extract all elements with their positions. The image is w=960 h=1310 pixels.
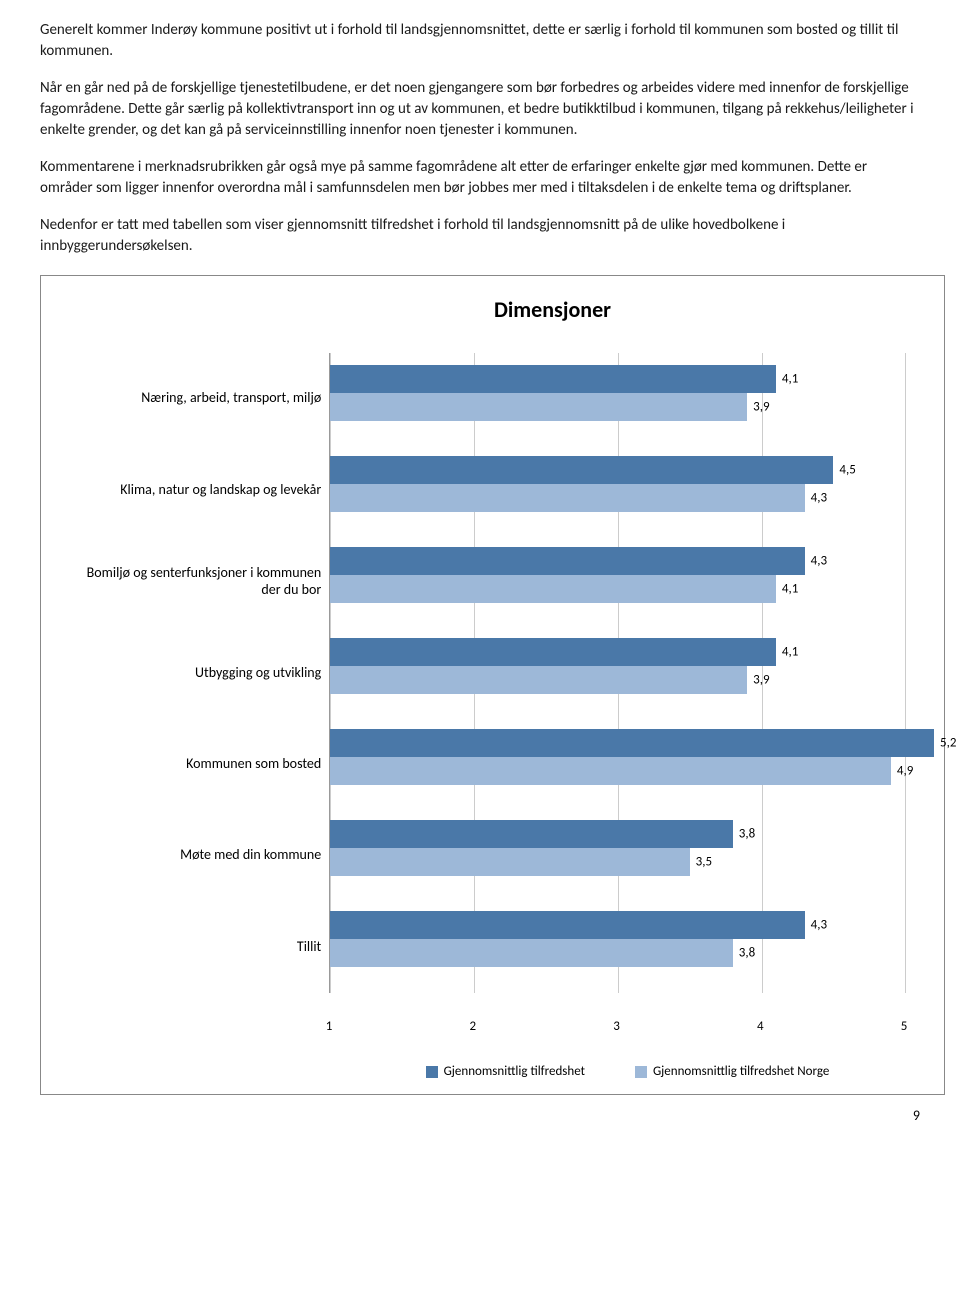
category-label: Kommunen som bosted bbox=[51, 724, 321, 804]
bar-value-label: 3,5 bbox=[690, 855, 712, 870]
bar: 5,2 bbox=[330, 729, 934, 757]
bar: 3,8 bbox=[330, 820, 733, 848]
paragraph-3: Kommentarene i merknadsrubrikken går ogs… bbox=[40, 157, 920, 199]
bar-group: 3,83,5 bbox=[330, 808, 934, 888]
legend-label: Gjennomsnittlig tilfredshet Norge bbox=[653, 1064, 829, 1079]
bar: 4,3 bbox=[330, 484, 804, 512]
bar: 4,3 bbox=[330, 911, 804, 939]
x-tick: 3 bbox=[613, 1019, 620, 1034]
dimensions-chart: Dimensjoner Næring, arbeid, transport, m… bbox=[40, 275, 945, 1095]
category-label: Næring, arbeid, transport, miljø bbox=[51, 359, 321, 439]
bar: 4,1 bbox=[330, 365, 776, 393]
legend-label: Gjennomsnittlig tilfredshet bbox=[444, 1064, 585, 1079]
paragraph-2: Når en går ned på de forskjellige tjenes… bbox=[40, 78, 920, 141]
bar-value-label: 3,8 bbox=[733, 827, 755, 842]
x-tick: 4 bbox=[757, 1019, 764, 1034]
legend-swatch bbox=[426, 1066, 438, 1078]
category-label: Tillit bbox=[51, 907, 321, 987]
category-label: Møte med din kommune bbox=[51, 816, 321, 896]
bar: 4,1 bbox=[330, 638, 776, 666]
bar: 4,9 bbox=[330, 757, 891, 785]
bar-value-label: 5,2 bbox=[934, 736, 956, 751]
bar-value-label: 4,5 bbox=[833, 463, 855, 478]
bar-value-label: 4,3 bbox=[805, 554, 827, 569]
bar-value-label: 4,3 bbox=[805, 918, 827, 933]
bar-value-label: 3,9 bbox=[747, 673, 769, 688]
chart-title: Dimensjoner bbox=[171, 296, 934, 323]
page-number: 9 bbox=[40, 1107, 920, 1124]
paragraph-1: Generelt kommer Inderøy kommune positivt… bbox=[40, 20, 920, 62]
paragraph-4: Nedenfor er tatt med tabellen som viser … bbox=[40, 215, 920, 257]
bar-group: 4,13,9 bbox=[330, 353, 934, 433]
x-tick: 2 bbox=[469, 1019, 476, 1034]
legend-item: Gjennomsnittlig tilfredshet Norge bbox=[635, 1064, 829, 1079]
chart-y-labels: Næring, arbeid, transport, miljø Klima, n… bbox=[51, 353, 329, 993]
bar: 3,9 bbox=[330, 393, 747, 421]
bar-group: 4,34,1 bbox=[330, 535, 934, 615]
bar-value-label: 4,1 bbox=[776, 645, 798, 660]
category-label: Bomiljø og senterfunksjoner i kommunende… bbox=[51, 542, 321, 622]
bar: 4,1 bbox=[330, 575, 776, 603]
chart-bars: 4,13,94,54,34,34,14,13,95,24,93,83,54,33… bbox=[329, 353, 934, 993]
bar-value-label: 3,8 bbox=[733, 946, 755, 961]
legend-item: Gjennomsnittlig tilfredshet bbox=[426, 1064, 585, 1079]
bar: 3,5 bbox=[330, 848, 689, 876]
bar: 4,3 bbox=[330, 547, 804, 575]
bar-value-label: 4,9 bbox=[891, 764, 913, 779]
bar-value-label: 4,3 bbox=[805, 491, 827, 506]
bar: 3,8 bbox=[330, 939, 733, 967]
bar-group: 4,33,8 bbox=[330, 899, 934, 979]
bar-group: 4,13,9 bbox=[330, 626, 934, 706]
bar: 3,9 bbox=[330, 666, 747, 694]
category-label: Utbygging og utvikling bbox=[51, 633, 321, 713]
x-tick: 1 bbox=[326, 1019, 333, 1034]
chart-area: Næring, arbeid, transport, miljø Klima, n… bbox=[51, 353, 934, 993]
bar-value-label: 4,1 bbox=[776, 582, 798, 597]
legend-swatch bbox=[635, 1066, 647, 1078]
category-label: Klima, natur og landskap og levekår bbox=[51, 450, 321, 530]
bar-value-label: 4,1 bbox=[776, 372, 798, 387]
bar-value-label: 3,9 bbox=[747, 400, 769, 415]
bar: 4,5 bbox=[330, 456, 833, 484]
bar-group: 5,24,9 bbox=[330, 717, 934, 797]
bar-group: 4,54,3 bbox=[330, 444, 934, 524]
x-tick: 5 bbox=[901, 1019, 908, 1034]
chart-legend: Gjennomsnittlig tilfredshet Gjennomsnittl… bbox=[321, 1064, 934, 1079]
chart-x-axis: 1 2 3 4 5 bbox=[329, 1019, 934, 1039]
